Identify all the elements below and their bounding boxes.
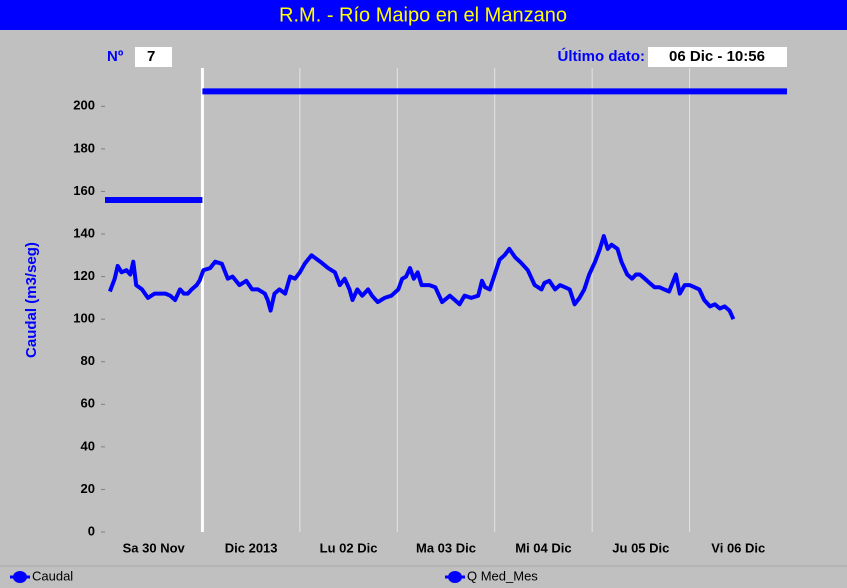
series-line [108, 234, 736, 321]
number-box [135, 47, 172, 67]
y-tick-label: 60 [81, 396, 95, 411]
last-data-label: Último dato: [558, 47, 646, 65]
y-tick-label: 200 [73, 98, 95, 113]
x-tick-label: Vi 06 Dic [711, 540, 765, 555]
series-line [105, 88, 787, 203]
y-tick-label: 100 [73, 311, 95, 326]
y-tick-label: 160 [73, 183, 95, 198]
y-axis-label: Caudal (m3/seg) [23, 242, 40, 358]
chart-title: R.M. - Río Maipo en el Manzano [279, 4, 567, 26]
legend-marker [13, 571, 27, 583]
x-tick-label: Ma 03 Dic [416, 540, 476, 555]
x-tick-label: Lu 02 Dic [320, 540, 378, 555]
x-tick-label: Sa 30 Nov [123, 540, 186, 555]
y-tick-label: 120 [73, 268, 95, 283]
y-tick-label: 40 [81, 438, 95, 453]
legend-label: Caudal [32, 568, 73, 583]
number: 7 [147, 48, 155, 65]
x-tick-label: Mi 04 Dic [515, 540, 571, 555]
y-tick-label: 140 [73, 225, 95, 240]
last-data: 06 Dic - 10:56 [669, 48, 765, 65]
number-label: Nº [107, 48, 124, 65]
y-tick-label: 0 [88, 523, 95, 538]
x-tick-label: Ju 05 Dic [612, 540, 669, 555]
legend-marker [448, 571, 462, 583]
y-tick-label: 180 [73, 140, 95, 155]
y-tick-label: 20 [81, 481, 95, 496]
last-data-box [648, 47, 787, 67]
legend-label: Q Med_Mes [467, 568, 538, 583]
x-tick-label: Dic 2013 [225, 540, 278, 555]
title-bar [0, 0, 847, 30]
y-tick-label: 80 [81, 353, 95, 368]
